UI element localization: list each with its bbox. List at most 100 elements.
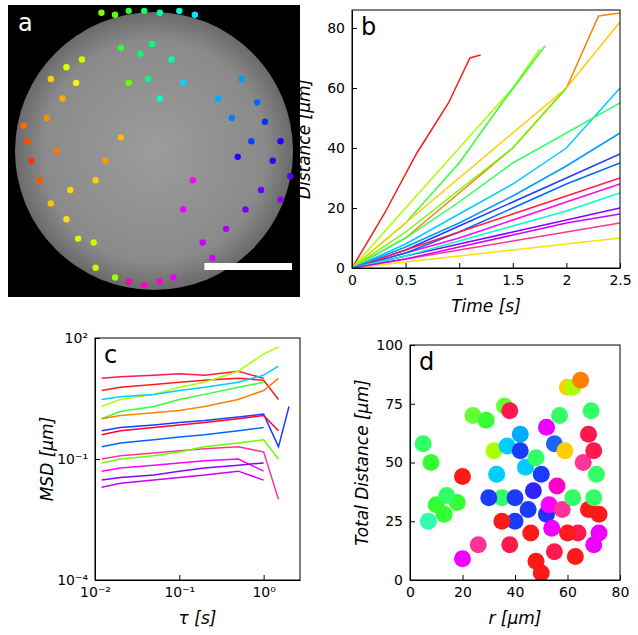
tick: 10⁻⁴ <box>57 572 100 588</box>
point <box>420 513 437 530</box>
tick-label: 10⁰ <box>252 584 276 600</box>
y-axis-title: Distance [μm] <box>294 79 314 199</box>
track-dot <box>63 64 69 70</box>
x-axis: 10⁻²10⁻¹10⁰ <box>80 575 300 600</box>
tick-mark <box>352 208 357 209</box>
tick: 10⁰ <box>252 575 276 600</box>
tick: 1 <box>455 263 464 288</box>
point <box>525 482 542 499</box>
tick-label: 80 <box>612 584 630 600</box>
marks <box>352 13 620 268</box>
track-dot <box>170 274 176 280</box>
panel: 00.511.522.5020406080Time [s]Distance [μ… <box>294 10 632 316</box>
point <box>436 506 453 523</box>
series-line <box>352 178 620 268</box>
series-line <box>352 184 620 268</box>
tick-label: 40 <box>327 140 345 156</box>
track-dot <box>141 8 147 14</box>
track-dot <box>118 134 124 140</box>
point <box>591 525 608 542</box>
tick: 20 <box>454 575 472 600</box>
y-axis-title: Total Distance [μm] <box>352 379 372 545</box>
tick-mark <box>463 575 464 580</box>
track-dot <box>199 239 205 245</box>
track-dot <box>157 278 163 284</box>
track-dot <box>112 274 118 280</box>
track-dot <box>238 76 244 82</box>
tick-mark <box>95 580 100 581</box>
track-dot <box>176 8 182 14</box>
tick-mark <box>410 463 415 464</box>
point <box>480 489 497 506</box>
tick-label: 40 <box>507 584 525 600</box>
series-line <box>352 22 620 268</box>
track-dot <box>102 158 108 164</box>
track-dot <box>112 12 118 18</box>
track-dot <box>192 12 198 18</box>
tick-mark <box>620 575 621 580</box>
track-dot <box>63 216 69 222</box>
tick-label: 2.5 <box>609 272 631 288</box>
point <box>501 402 518 419</box>
point <box>454 550 471 567</box>
y-axis-title: MSD [μm] <box>37 417 57 502</box>
tick-label: 0 <box>336 260 345 276</box>
point <box>423 454 440 471</box>
tick-mark <box>459 263 460 268</box>
track-dot <box>24 138 30 144</box>
axis-line <box>96 580 301 581</box>
track-dot <box>59 95 65 101</box>
point <box>580 426 597 443</box>
panel-letter: c <box>104 341 117 369</box>
track-dot <box>149 41 155 47</box>
track-dot <box>36 177 42 183</box>
tick-mark <box>95 459 100 460</box>
series-line <box>102 471 264 487</box>
track-dot <box>270 158 276 164</box>
track-dot <box>287 173 293 179</box>
track-dot <box>79 56 85 62</box>
track-dot <box>277 138 283 144</box>
series-line <box>352 55 481 268</box>
track-dot <box>229 115 235 121</box>
tick: 100 <box>376 337 415 353</box>
axis-line <box>411 580 621 581</box>
panel: a <box>8 5 300 297</box>
tick-label: 0.5 <box>395 272 417 288</box>
series-line <box>102 415 279 434</box>
tick-label: 20 <box>327 200 345 216</box>
track-dot <box>92 177 98 183</box>
tick-label: 100 <box>376 337 403 353</box>
point <box>454 468 471 485</box>
point <box>533 564 550 580</box>
series-line <box>102 378 279 418</box>
tick-mark <box>410 345 415 346</box>
series-line <box>352 13 620 268</box>
tick-label: 0 <box>406 584 415 600</box>
tick-label: 10⁻⁴ <box>57 572 88 588</box>
x-axis-title: r [μm] <box>488 608 541 628</box>
point <box>585 442 602 459</box>
track-dot <box>277 196 283 202</box>
x-axis-title: Time [s] <box>451 296 521 316</box>
tick-mark <box>513 263 514 268</box>
y-axis: 020406080 <box>327 11 357 276</box>
plot-background <box>352 10 620 268</box>
tick: 1.5 <box>502 263 524 288</box>
point <box>512 426 529 443</box>
tick: 2 <box>562 263 571 288</box>
point <box>538 419 555 436</box>
tick-mark <box>515 575 516 580</box>
track-dot <box>145 76 151 82</box>
tick-mark <box>410 521 415 522</box>
panel-letter: a <box>18 9 33 37</box>
tick-label: 60 <box>559 584 577 600</box>
point <box>559 525 576 542</box>
marks <box>415 372 608 580</box>
track-dot <box>44 115 50 121</box>
point <box>583 402 600 419</box>
track-dot <box>235 154 241 160</box>
track-dot <box>209 255 215 261</box>
track-dot <box>137 50 143 56</box>
point <box>520 501 537 518</box>
